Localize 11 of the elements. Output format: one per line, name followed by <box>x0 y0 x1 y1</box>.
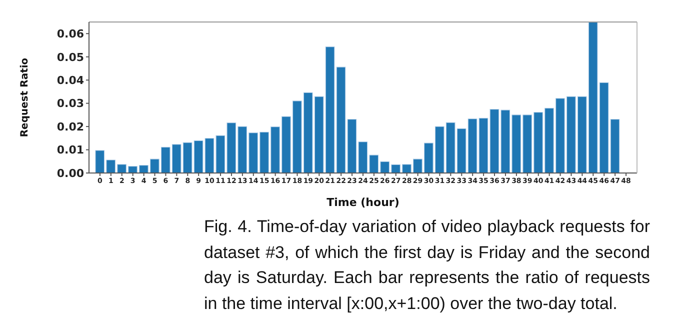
x-axis-title: Time (hour) <box>326 196 400 209</box>
y-tick-label: 0.02 <box>56 120 84 134</box>
y-tick-label: 0.04 <box>56 74 84 87</box>
y-tick-label: 0.03 <box>56 97 84 110</box>
y-tick-label: 0.06 <box>56 28 84 41</box>
y-tick-label: 0.01 <box>56 144 84 157</box>
caption: Fig. 4. Time-of-day variation of video playback requests for dataset #3, of which the first day is Friday and the second day is Saturday. Each bar represents the ratio of requests in the time interval [x:00,x+1:00) over the two-day total. <box>204 216 650 314</box>
y-axis-title: Request Ratio <box>20 58 31 138</box>
y-tick-label: 0.00 <box>56 166 84 180</box>
bar <box>610 119 620 173</box>
y-tick-label: 0.05 <box>56 50 84 64</box>
